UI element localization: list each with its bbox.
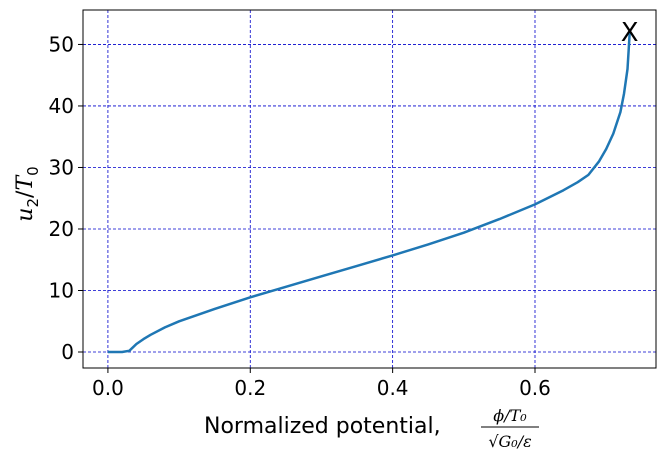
x-axis-label-text: Normalized potential, <box>204 414 441 439</box>
x-tick-label: 0.4 <box>377 376 409 400</box>
y-tick-label: 0 <box>61 340 74 364</box>
y-tick-label: 20 <box>49 217 74 241</box>
x-tick-label: 0.6 <box>519 376 551 400</box>
y-tick-label: 30 <box>49 155 74 179</box>
grid-lines <box>83 10 656 368</box>
y-tick-label: 50 <box>49 32 74 56</box>
endpoint-marker: X <box>621 18 639 48</box>
series-line <box>107 32 631 354</box>
x-tick-label: 0.0 <box>92 376 124 400</box>
axes-frame <box>82 9 657 369</box>
plot-area: X <box>107 18 639 354</box>
y-tick-label: 40 <box>49 94 74 118</box>
tick-labels: 0.0 0.2 0.4 0.6 0 10 20 30 40 50 <box>49 32 551 400</box>
x-axis-label: Normalized potential, ϕ/T₀ √G₀/ε <box>204 406 539 451</box>
x-axis-label-denominator: √G₀/ε <box>488 432 531 451</box>
x-axis-label-numerator: ϕ/T₀ <box>493 406 527 425</box>
y-axis-label: u2/T0 <box>13 166 42 221</box>
x-tick-label: 0.2 <box>234 376 266 400</box>
y-tick-label: 10 <box>49 278 74 302</box>
tick-marks <box>78 43 536 373</box>
